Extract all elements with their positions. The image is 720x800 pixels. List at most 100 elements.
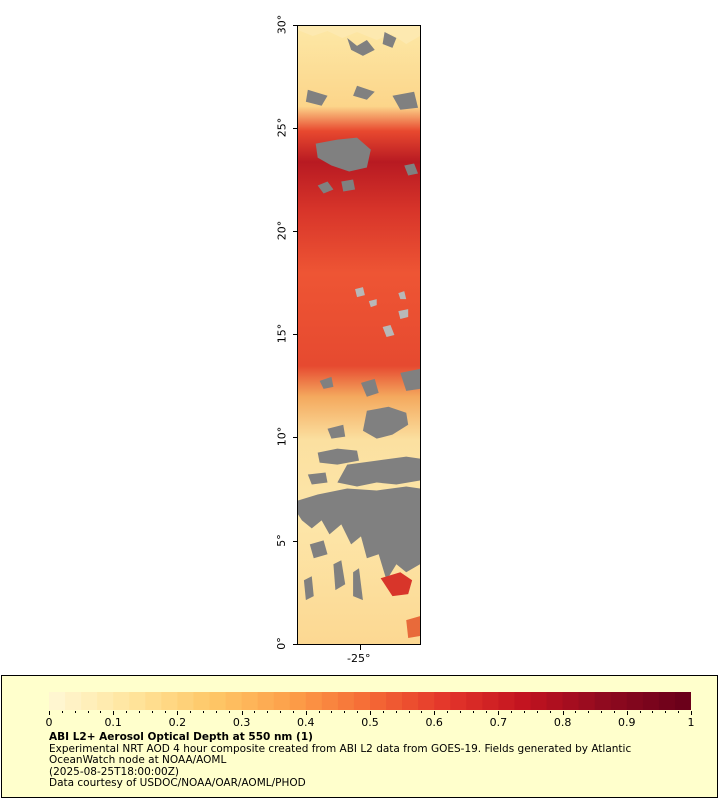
colorbar-tick [524, 711, 526, 713]
lat-tick [293, 25, 297, 26]
colorbar-tick [113, 711, 115, 715]
colorbar-segment [418, 692, 435, 710]
no-data-patches [298, 26, 420, 601]
legend-line-1: Experimental NRT AOD 4 hour composite cr… [49, 742, 632, 755]
aod-map [297, 25, 421, 645]
high-aod-patches [380, 572, 420, 639]
colorbar-tick [408, 711, 410, 713]
lat-tick [293, 334, 297, 335]
colorbar-tick [434, 711, 436, 715]
colorbar-tick [318, 711, 320, 713]
colorbar-segment [65, 692, 82, 710]
colorbar-tick [575, 711, 577, 713]
colorbar-label: 0 [45, 716, 53, 729]
lat-tick [293, 231, 297, 232]
colorbar-tick [601, 711, 603, 713]
colorbar-tick [536, 711, 538, 713]
colorbar-tick [74, 711, 76, 713]
colorbar-tick [100, 711, 102, 713]
colorbar-segment [402, 692, 419, 710]
colorbar-segment [466, 692, 483, 710]
colorbar-label: 0.8 [553, 716, 572, 729]
colorbar-tick [241, 711, 243, 715]
colorbar-segment [161, 692, 178, 710]
colorbar-tick [395, 711, 397, 713]
colorbar-tick [613, 711, 615, 713]
colorbar-label: 1 [687, 716, 695, 729]
colorbar-label: 0.5 [361, 716, 379, 729]
colorbar-segment [321, 692, 339, 710]
colorbar-segment [81, 692, 98, 710]
colorbar-segment [177, 692, 194, 710]
lat-label-15: 15° [275, 323, 289, 344]
colorbar-segment [241, 692, 259, 710]
colorbar-tick [126, 711, 128, 713]
colorbar-segment [514, 692, 531, 710]
colorbar-segment [49, 692, 66, 710]
colorbar-tick [87, 711, 89, 713]
colorbar-tick [344, 711, 346, 713]
colorbar-tick [421, 711, 423, 713]
lat-tick [293, 541, 297, 542]
colorbar-segment [129, 692, 146, 710]
colorbar-segment [594, 692, 612, 710]
colorbar-tick [190, 711, 192, 713]
colorbar-segment [193, 692, 210, 710]
colorbar-segment [386, 692, 403, 710]
colorbar-label: 0.3 [232, 716, 251, 729]
colorbar-segment [225, 692, 243, 710]
colorbar-segment [209, 692, 227, 710]
colorbar-tick [49, 711, 50, 715]
colorbar-tick [665, 711, 667, 713]
colorbar-segment [370, 692, 387, 710]
colorbar-segment [530, 692, 548, 710]
colorbar-segment [642, 692, 660, 710]
colorbar-tick [254, 711, 256, 713]
lat-label-20: 20° [275, 220, 289, 241]
colorbar-tick [177, 711, 179, 715]
colorbar-tick [61, 711, 63, 713]
colorbar-tick [267, 711, 269, 713]
legend-text: ABI L2+ Aerosol Optical Depth at 550 nm … [49, 731, 632, 790]
colorbar-segment [482, 692, 499, 710]
colorbar-segment [305, 692, 323, 710]
legend-line-2: OceanWatch node at NOAA/AOML [49, 754, 227, 766]
lat-label-0: 0° [274, 637, 288, 650]
colorbar-label: 0.1 [104, 716, 122, 729]
colorbar-tick [639, 711, 641, 713]
legend-line-4: Data courtesy of USDOC/NOAA/OAR/AOML/PHO… [49, 777, 306, 789]
colorbar-segment [450, 692, 467, 710]
colorbar-label: 0.2 [168, 716, 187, 729]
colorbar-tick [151, 711, 153, 713]
colorbar [49, 692, 691, 710]
colorbar-tick [215, 711, 217, 713]
lat-label-30: 30° [275, 14, 289, 35]
aod-map-image [298, 26, 420, 644]
colorbar-tick [305, 711, 307, 715]
colorbar-label: 0.4 [297, 716, 315, 729]
lat-label-25: 25° [275, 117, 289, 138]
colorbar-tick [203, 711, 205, 713]
colorbar-tick [164, 711, 166, 713]
colorbar-segment [273, 692, 291, 710]
colorbar-tick [691, 711, 692, 715]
colorbar-label: 0.6 [425, 716, 443, 729]
colorbar-segment [626, 692, 644, 710]
colorbar-segment [257, 692, 275, 710]
colorbar-segment [97, 692, 114, 710]
colorbar-tick [292, 711, 294, 713]
lat-tick [293, 644, 297, 645]
colorbar-tick [370, 711, 371, 715]
colorbar-tick [498, 711, 500, 715]
colorbar-tick [652, 711, 654, 713]
lat-label-10: 10° [275, 426, 289, 447]
colorbar-segment [289, 692, 307, 710]
colorbar-label: 0.9 [618, 716, 636, 729]
lat-tick [293, 128, 297, 129]
colorbar-segment [434, 692, 451, 710]
lon-tick [360, 645, 361, 650]
colorbar-tick [549, 711, 551, 713]
colorbar-tick [485, 711, 487, 713]
colorbar-segment [337, 692, 355, 710]
colorbar-segment [562, 692, 580, 710]
